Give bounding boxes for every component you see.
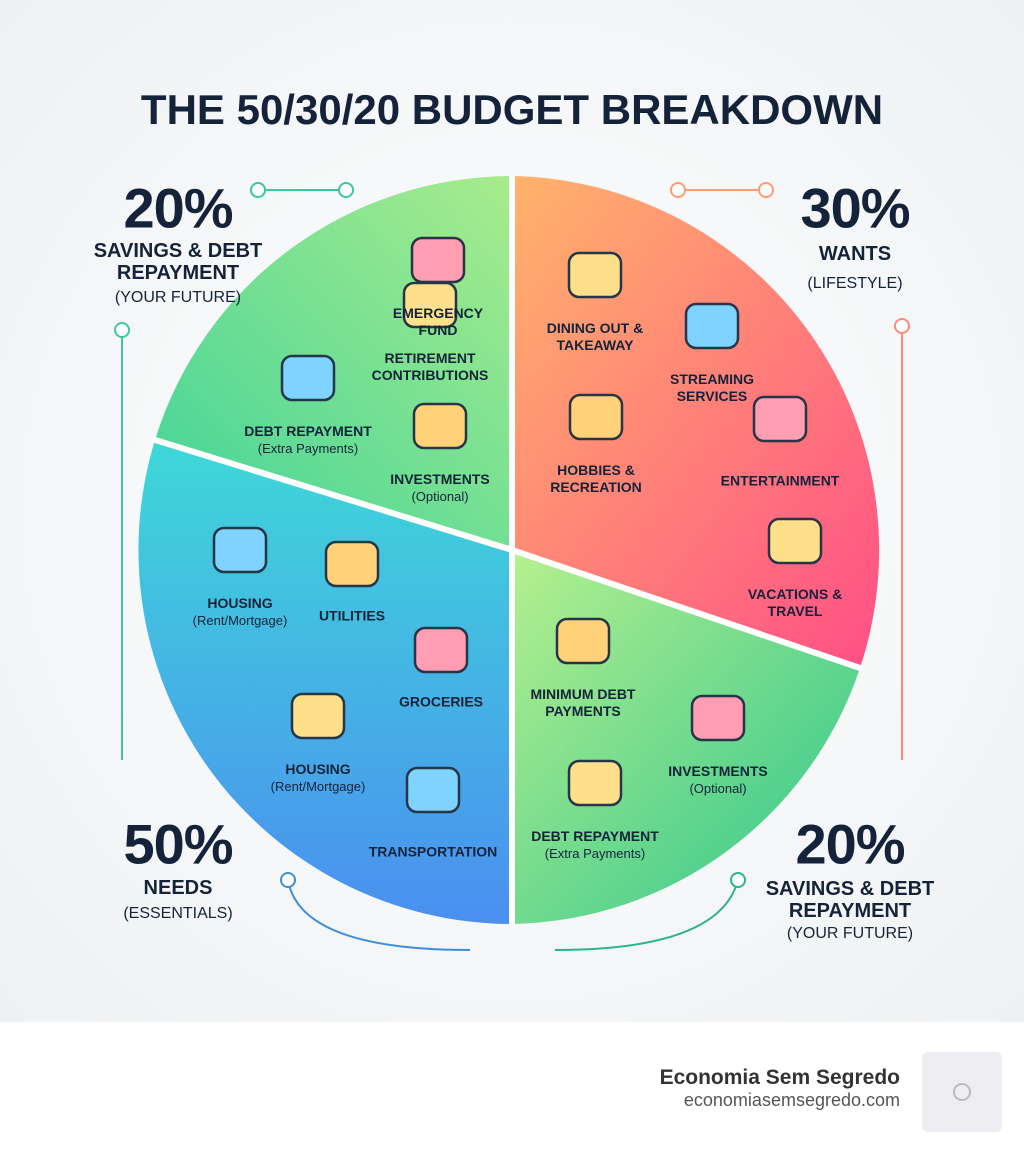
- item-name: HOBBIES & RECREATION: [550, 462, 642, 495]
- percent: 20%: [795, 812, 905, 876]
- icon: [568, 393, 624, 441]
- item-name: HOUSING: [207, 595, 273, 611]
- item-note: (Optional): [411, 489, 469, 504]
- item-note: (Optional): [689, 781, 747, 796]
- dot: [730, 872, 746, 888]
- item-label: HOUSING (Rent/Mortgage): [175, 595, 305, 629]
- item-label: INVESTMENTS (Optional): [653, 763, 783, 797]
- icon: [402, 281, 458, 329]
- icon: [290, 692, 346, 740]
- percent: 20%: [123, 176, 233, 240]
- icon: [567, 759, 623, 807]
- icon: [280, 354, 336, 402]
- item-note: (Extra Payments): [544, 846, 646, 861]
- item-label: INVESTMENTS (Optional): [375, 471, 505, 505]
- corner-label: WANTS: [818, 243, 892, 265]
- item-name: MINIMUM DEBT PAYMENTS: [530, 686, 636, 719]
- item-label: HOUSING (Rent/Mortgage): [253, 761, 383, 795]
- item-label: STREAMING SERVICES: [647, 371, 777, 405]
- item-name: GROCERIES: [398, 693, 483, 710]
- item-name: HOUSING: [285, 761, 351, 777]
- corner-label: NEEDS: [143, 877, 213, 899]
- dot: [280, 872, 296, 888]
- item-label: MINIMUM DEBT PAYMENTS: [518, 686, 648, 720]
- url: economiasemsegredo.com: [683, 1090, 900, 1110]
- connector: [287, 879, 471, 951]
- dot: [250, 182, 266, 198]
- item-note: (Rent/Mortgage): [270, 779, 366, 794]
- item-name: DEBT REPAYMENT: [244, 423, 372, 439]
- item-label: EMERGENCY FUND: [373, 305, 503, 339]
- dot: [670, 182, 686, 198]
- icon: [567, 251, 623, 299]
- item-name: INVESTMENTS: [668, 763, 768, 779]
- divider: [151, 436, 513, 553]
- item-name: UTILITIES: [318, 607, 386, 624]
- dot: [338, 182, 354, 198]
- item-label: TRANSPORTATION: [368, 844, 498, 861]
- divider: [511, 547, 864, 672]
- item-name: ENTERTAINMENT: [720, 472, 840, 489]
- icon: [555, 617, 611, 665]
- item-label: ENTERTAINMENT: [715, 473, 845, 490]
- item-label: DEBT REPAYMENT (Extra Payments): [243, 423, 373, 457]
- icon: [690, 694, 746, 742]
- corner-note: (ESSENTIALS): [123, 905, 233, 922]
- percent: 50%: [123, 812, 233, 876]
- item-name: INVESTMENTS: [390, 471, 490, 487]
- item-name: TRANSPORTATION: [368, 843, 498, 860]
- item-note: (Rent/Mortgage): [192, 613, 288, 628]
- logo: [922, 1052, 1002, 1132]
- title: THE 50/30/20 BUDGET BREAKDOWN: [140, 86, 884, 133]
- item-name: VACATIONS & TRAVEL: [747, 586, 843, 619]
- item-label: HOBBIES & RECREATION: [531, 462, 661, 496]
- corner-note: (YOUR FUTURE): [114, 289, 242, 306]
- icon: [412, 402, 468, 450]
- item-name: EMERGENCY FUND: [392, 305, 484, 338]
- item-name: RETIREMENT CONTRIBUTIONS: [371, 350, 489, 383]
- icon: [752, 395, 808, 443]
- corner-label: SAVINGS & DEBT REPAYMENT: [93, 240, 263, 284]
- connector: [554, 879, 739, 951]
- icon: [324, 540, 380, 588]
- corner-note: (LIFESTYLE): [807, 275, 903, 292]
- icon: [684, 302, 740, 350]
- item-label: GROCERIES: [376, 694, 506, 711]
- dot: [894, 318, 910, 334]
- item-name: STREAMING SERVICES: [670, 371, 754, 404]
- item-name: DEBT REPAYMENT: [531, 828, 659, 844]
- icon: [405, 766, 461, 814]
- icon: [767, 517, 823, 565]
- logo-mark: [953, 1083, 971, 1101]
- corner-note: (YOUR FUTURE): [786, 925, 914, 942]
- brand: Economia Sem Segredo: [659, 1066, 900, 1089]
- dot: [758, 182, 774, 198]
- percent: 30%: [800, 176, 910, 240]
- item-note: (Extra Payments): [257, 441, 359, 456]
- item-label: DEBT REPAYMENT (Extra Payments): [530, 828, 660, 862]
- item-label: RETIREMENT CONTRIBUTIONS: [365, 350, 495, 384]
- dot: [114, 322, 130, 338]
- item-name: DINING OUT & TAKEAWAY: [546, 320, 644, 353]
- item-label: UTILITIES: [287, 608, 417, 625]
- corner-label: SAVINGS & DEBT REPAYMENT: [765, 878, 935, 922]
- item-label: DINING OUT & TAKEAWAY: [530, 320, 660, 354]
- icon: [212, 526, 268, 574]
- icon: [413, 626, 469, 674]
- item-label: VACATIONS & TRAVEL: [730, 586, 860, 620]
- icon: [410, 236, 466, 284]
